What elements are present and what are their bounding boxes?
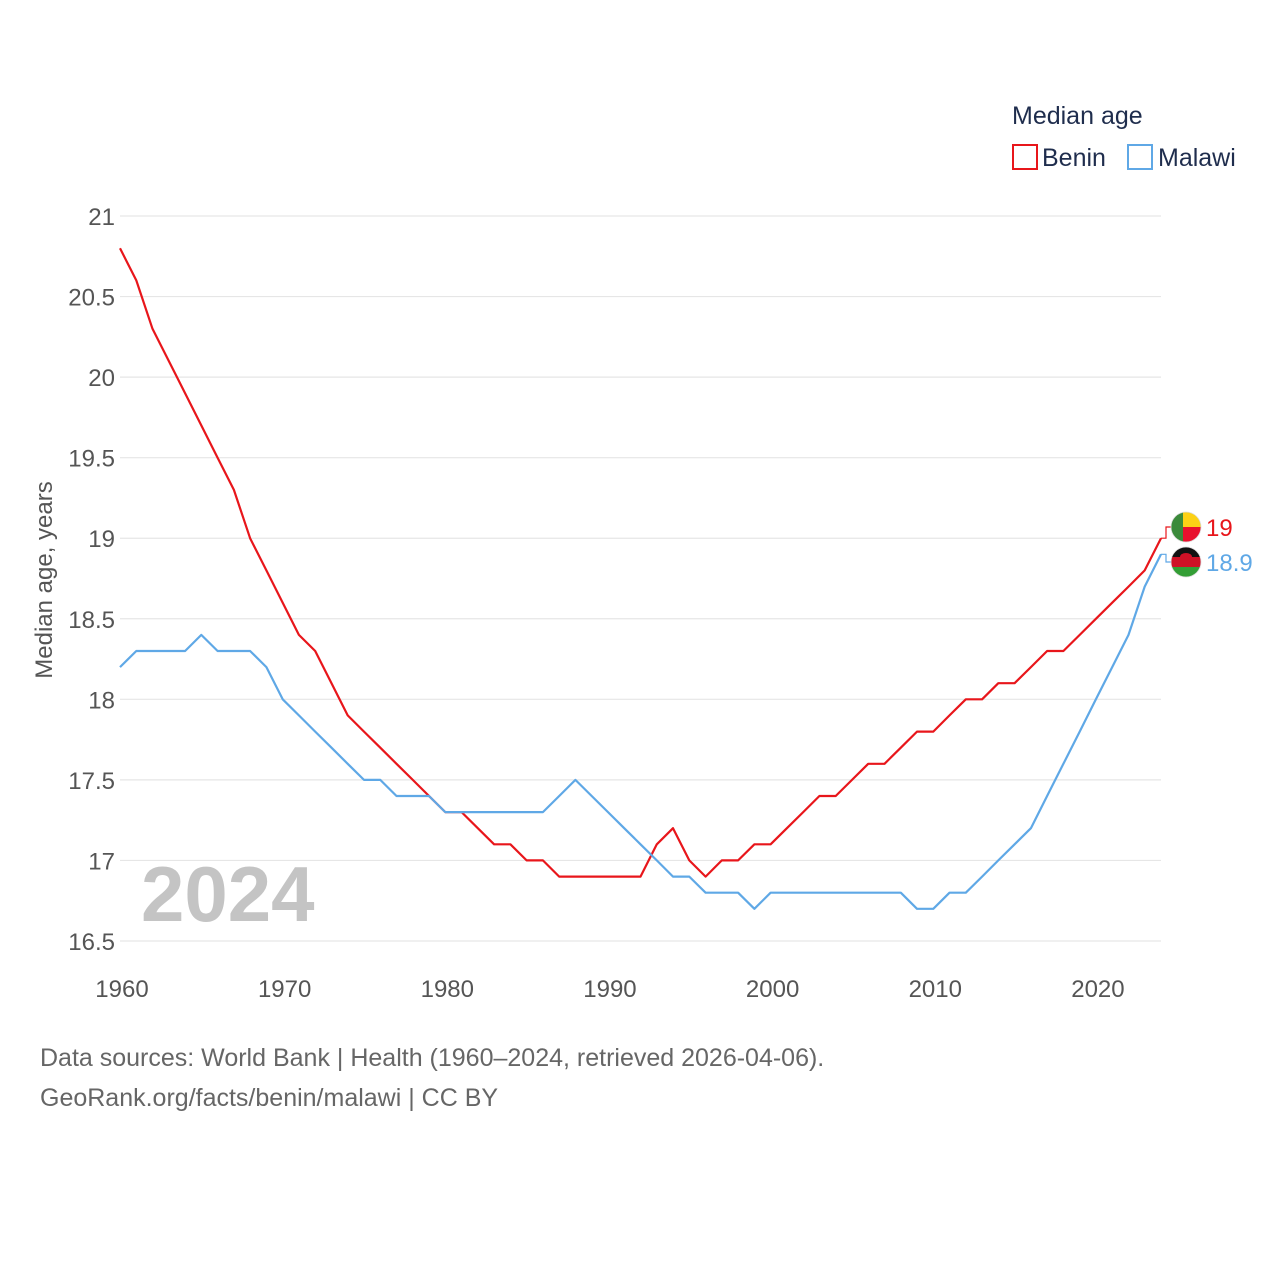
y-tick-label: 19: [88, 526, 115, 553]
legend-item-malawi[interactable]: Malawi: [1127, 144, 1236, 172]
y-tick-label: 17: [88, 848, 115, 875]
y-tick-label: 18: [88, 687, 115, 714]
x-tick-label: 1980: [421, 976, 474, 1003]
end-connector-malawi: [1161, 553, 1171, 563]
series-line-malawi[interactable]: [119, 553, 1162, 910]
legend-item-benin[interactable]: Benin: [1012, 144, 1106, 172]
footer-sources: Data sources: World Bank | Health (1960–…: [40, 1044, 825, 1072]
y-tick-label: 20: [88, 365, 115, 392]
x-tick-label: 1960: [95, 976, 148, 1003]
x-tick-label: 2020: [1071, 976, 1124, 1003]
legend-label-malawi: Malawi: [1158, 144, 1236, 172]
malawi-flag-icon: [1170, 546, 1202, 578]
y-tick-label: 19.5: [68, 446, 115, 473]
legend-swatch-benin: [1012, 144, 1038, 170]
x-tick-label: 2000: [746, 976, 799, 1003]
grid-lines: [120, 215, 1161, 942]
y-tick-label: 20.5: [68, 285, 115, 312]
y-tick-label: 18.5: [68, 607, 115, 634]
x-tick-label: 1990: [583, 976, 636, 1003]
end-label-benin: 19: [1206, 515, 1233, 542]
legend-title: Median age: [1012, 102, 1143, 130]
y-tick-label: 16.5: [68, 929, 115, 956]
end-label-malawi: 18.9: [1206, 550, 1253, 577]
y-axis-label: Median age, years: [31, 481, 58, 678]
x-axis-ticks: 1960 1970 1980 1990 2000 2010 2020: [95, 976, 1124, 1003]
end-connector-benin: [1161, 526, 1171, 539]
legend: Median age Benin Malawi: [1012, 102, 1236, 172]
y-tick-label: 21: [88, 204, 115, 231]
footer-attribution[interactable]: GeoRank.org/facts/benin/malawi | CC BY: [40, 1084, 499, 1112]
year-watermark: 2024: [141, 850, 315, 938]
legend-swatch-malawi: [1127, 144, 1153, 170]
benin-flag-icon: [1170, 511, 1202, 543]
legend-label-benin: Benin: [1042, 144, 1106, 172]
y-axis-ticks: 16.5 17 17.5 18 18.5 19 19.5 20 20.5 21: [68, 204, 115, 956]
x-tick-label: 1970: [258, 976, 311, 1003]
end-labels: 19 18.9: [1161, 511, 1253, 578]
y-tick-label: 17.5: [68, 768, 115, 795]
x-tick-label: 2010: [909, 976, 962, 1003]
series-line-benin[interactable]: [119, 247, 1162, 878]
series-lines: [119, 247, 1162, 910]
